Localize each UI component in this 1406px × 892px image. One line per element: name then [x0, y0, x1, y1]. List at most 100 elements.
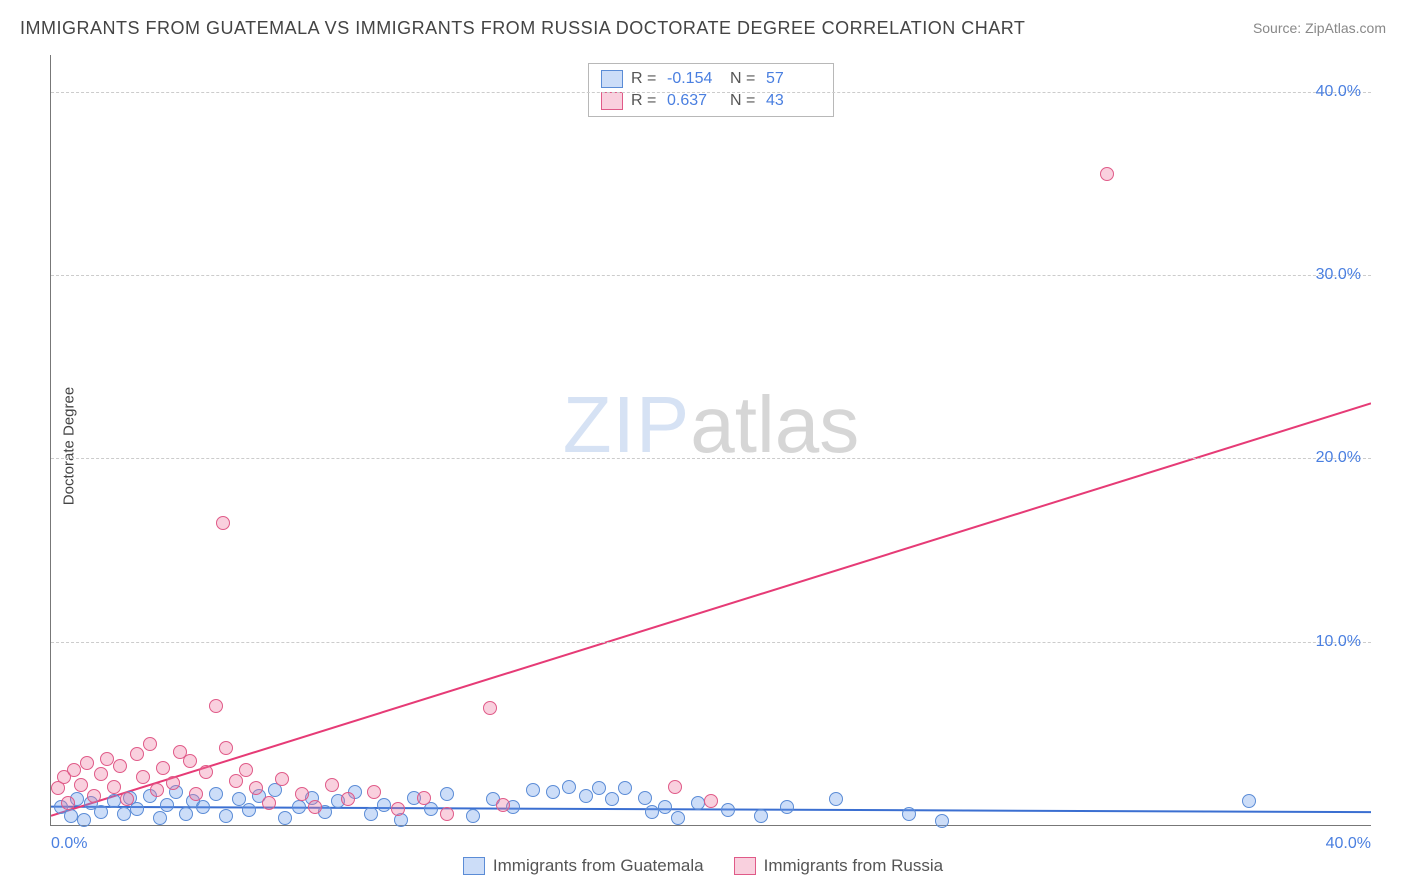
data-point-guatemala: [64, 809, 78, 823]
data-point-russia: [74, 778, 88, 792]
data-point-guatemala: [242, 803, 256, 817]
watermark-atlas: atlas: [690, 380, 859, 469]
y-tick-label: 10.0%: [1316, 633, 1361, 651]
data-point-guatemala: [1242, 794, 1256, 808]
data-point-russia: [417, 791, 431, 805]
data-point-russia: [209, 699, 223, 713]
data-point-guatemala: [691, 796, 705, 810]
plot-area: ZIPatlas R = -0.154 N = 57 R = 0.637 N =…: [50, 55, 1371, 826]
data-point-russia: [107, 780, 121, 794]
swatch-guatemala: [463, 857, 485, 875]
r-value-guatemala: -0.154: [667, 70, 722, 88]
data-point-russia: [249, 781, 263, 795]
data-point-russia: [440, 807, 454, 821]
data-point-guatemala: [196, 800, 210, 814]
chart-container: IMMIGRANTS FROM GUATEMALA VS IMMIGRANTS …: [0, 0, 1406, 892]
y-tick-label: 30.0%: [1316, 266, 1361, 284]
data-point-guatemala: [440, 787, 454, 801]
gridline: [51, 458, 1371, 459]
data-point-russia: [496, 798, 510, 812]
watermark: ZIPatlas: [563, 379, 859, 471]
data-point-guatemala: [645, 805, 659, 819]
data-point-russia: [87, 789, 101, 803]
data-point-guatemala: [902, 807, 916, 821]
data-point-russia: [483, 701, 497, 715]
data-point-guatemala: [605, 792, 619, 806]
data-point-russia: [219, 741, 233, 755]
data-point-russia: [61, 796, 75, 810]
data-point-russia: [275, 772, 289, 786]
data-point-russia: [341, 792, 355, 806]
legend-row-guatemala: R = -0.154 N = 57: [601, 68, 821, 90]
y-tick-label: 20.0%: [1316, 449, 1361, 467]
data-point-russia: [325, 778, 339, 792]
gridline: [51, 275, 1371, 276]
data-point-guatemala: [292, 800, 306, 814]
n-label: N =: [730, 70, 758, 88]
data-point-guatemala: [153, 811, 167, 825]
data-point-guatemala: [526, 783, 540, 797]
legend-item-guatemala: Immigrants from Guatemala: [463, 856, 704, 876]
data-point-russia: [67, 763, 81, 777]
data-point-guatemala: [77, 813, 91, 827]
r-label: R =: [631, 92, 659, 110]
gridline: [51, 642, 1371, 643]
data-point-guatemala: [829, 792, 843, 806]
data-point-russia: [150, 783, 164, 797]
data-point-guatemala: [671, 811, 685, 825]
series-legend: Immigrants from Guatemala Immigrants fro…: [0, 856, 1406, 876]
data-point-russia: [94, 767, 108, 781]
data-point-guatemala: [754, 809, 768, 823]
data-point-guatemala: [179, 807, 193, 821]
data-point-guatemala: [592, 781, 606, 795]
data-point-russia: [183, 754, 197, 768]
data-point-russia: [166, 776, 180, 790]
legend-item-russia: Immigrants from Russia: [734, 856, 943, 876]
data-point-russia: [704, 794, 718, 808]
data-point-russia: [80, 756, 94, 770]
data-point-guatemala: [107, 794, 121, 808]
n-value-guatemala: 57: [766, 70, 821, 88]
data-point-guatemala: [658, 800, 672, 814]
swatch-russia: [601, 92, 623, 110]
data-point-guatemala: [546, 785, 560, 799]
correlation-legend: R = -0.154 N = 57 R = 0.637 N = 43: [588, 63, 834, 117]
r-value-russia: 0.637: [667, 92, 722, 110]
data-point-guatemala: [160, 798, 174, 812]
data-point-russia: [189, 787, 203, 801]
data-point-guatemala: [780, 800, 794, 814]
data-point-russia: [308, 800, 322, 814]
chart-title: IMMIGRANTS FROM GUATEMALA VS IMMIGRANTS …: [20, 18, 1025, 39]
data-point-russia: [199, 765, 213, 779]
swatch-guatemala: [601, 70, 623, 88]
gridline: [51, 92, 1371, 93]
data-point-russia: [136, 770, 150, 784]
data-point-russia: [367, 785, 381, 799]
swatch-russia: [734, 857, 756, 875]
data-point-russia: [143, 737, 157, 751]
r-label: R =: [631, 70, 659, 88]
source-attribution: Source: ZipAtlas.com: [1253, 20, 1386, 36]
n-value-russia: 43: [766, 92, 821, 110]
data-point-guatemala: [278, 811, 292, 825]
legend-row-russia: R = 0.637 N = 43: [601, 90, 821, 112]
data-point-russia: [113, 759, 127, 773]
data-point-russia: [156, 761, 170, 775]
data-point-guatemala: [117, 807, 131, 821]
data-point-guatemala: [721, 803, 735, 817]
data-point-russia: [1100, 167, 1114, 181]
y-tick-label: 40.0%: [1316, 83, 1361, 101]
data-point-guatemala: [638, 791, 652, 805]
data-point-russia: [229, 774, 243, 788]
data-point-guatemala: [219, 809, 233, 823]
data-point-guatemala: [466, 809, 480, 823]
trend-lines: [51, 55, 1371, 825]
x-tick-min: 0.0%: [51, 835, 87, 853]
data-point-russia: [668, 780, 682, 794]
data-point-russia: [130, 747, 144, 761]
data-point-guatemala: [364, 807, 378, 821]
x-tick-max: 40.0%: [1326, 835, 1371, 853]
data-point-guatemala: [935, 814, 949, 828]
legend-label-guatemala: Immigrants from Guatemala: [493, 856, 704, 876]
data-point-guatemala: [562, 780, 576, 794]
